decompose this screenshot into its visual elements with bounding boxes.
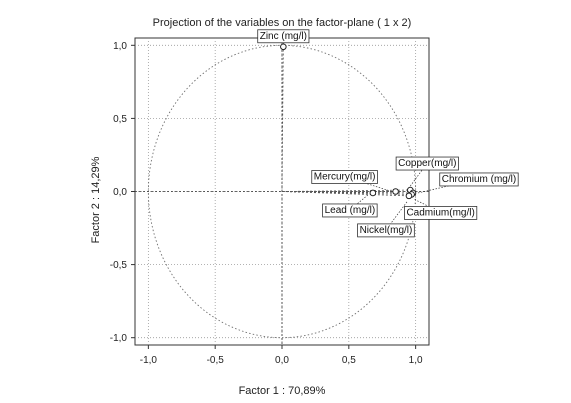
x-tick-label: -1,0 xyxy=(140,355,158,366)
x-tick-label: 0,5 xyxy=(342,355,356,366)
y-axis-label: Factor 2 : 14,29% xyxy=(90,156,102,243)
data-point xyxy=(369,189,377,197)
point-label-box xyxy=(439,172,519,187)
x-tick-label: -0,5 xyxy=(207,355,225,366)
point-label-text: Copper(mg/l) xyxy=(398,158,456,169)
y-tick-label: -1,0 xyxy=(110,333,128,344)
point-label-text: Mercury(mg/l) xyxy=(314,172,376,183)
y-tick-label: -0,5 xyxy=(110,260,128,271)
point-label-text: Cadmium(mg/l) xyxy=(406,207,474,218)
point-label: Nickel(mg/l) xyxy=(357,223,415,238)
data-point xyxy=(280,43,287,51)
label-leader-line xyxy=(344,176,392,192)
point-label-text: Nickel(mg/l) xyxy=(360,225,413,236)
point-label-text: Chromium (mg/l) xyxy=(442,174,516,185)
point-label-box xyxy=(322,203,378,218)
point-label-box xyxy=(395,156,459,171)
vector-line xyxy=(281,46,284,192)
label-leader-line xyxy=(349,194,369,211)
x-axis-label: Factor 1 : 70,89% xyxy=(239,385,326,397)
label-layer: Zinc (mg/l) Copper(mg/l) Mercury(mg/l) Chro… xyxy=(257,29,519,238)
x-tick-label: 0,0 xyxy=(275,355,289,366)
data-point xyxy=(392,188,399,195)
point-label: Mercury(mg/l) xyxy=(311,170,378,184)
point-layer xyxy=(280,43,417,200)
chart-title: Projection of the variables on the facto… xyxy=(153,17,412,29)
point-label-text: Zinc (mg/l) xyxy=(260,31,307,42)
point-label: Lead (mg/l) xyxy=(322,203,378,218)
y-tick-label: 0,0 xyxy=(113,187,127,198)
point-label-box xyxy=(311,170,378,184)
point-label: Cadmium(mg/l) xyxy=(404,206,478,220)
vector-line xyxy=(281,191,409,197)
point-label-box xyxy=(357,223,415,238)
point-label: Zinc (mg/l) xyxy=(257,29,310,44)
point-label: Copper(mg/l) xyxy=(395,156,459,171)
y-tick-label: 0,5 xyxy=(113,114,127,125)
point-label: Chromium (mg/l) xyxy=(439,172,519,187)
data-point xyxy=(405,192,413,200)
point-label-text: Lead (mg/l) xyxy=(325,205,376,216)
y-tick-label: 1,0 xyxy=(113,41,127,52)
point-label-box xyxy=(257,29,310,44)
x-tick-label: 1,0 xyxy=(409,355,423,366)
point-label-box xyxy=(404,206,478,220)
